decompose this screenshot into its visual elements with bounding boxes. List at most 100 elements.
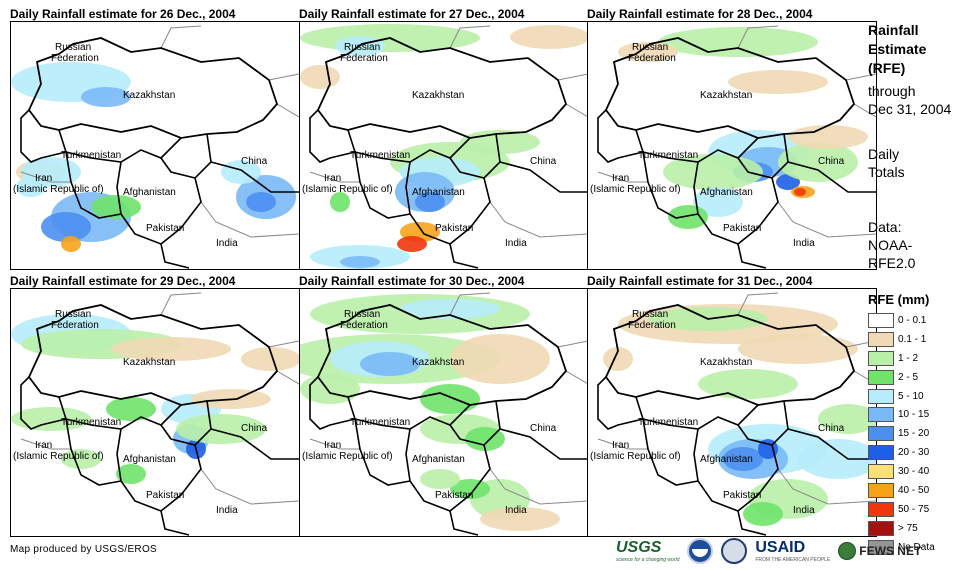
- label-iran: Iran: [612, 173, 630, 184]
- country-border: [405, 133, 501, 245]
- country-border: [845, 73, 876, 81]
- rainfall-area: [11, 407, 91, 431]
- legend-swatch: [868, 539, 894, 555]
- rainfall-area: [330, 192, 350, 212]
- map-panel: Daily Rainfall estimate for 29 Dec., 200…: [10, 274, 300, 539]
- rainfall-area: [91, 195, 141, 219]
- country-border: [20, 109, 67, 163]
- country-border: [160, 243, 190, 269]
- rainfall-area: [106, 397, 156, 421]
- country-border: [20, 171, 71, 183]
- label-china: China: [818, 156, 845, 167]
- label-pakistan: Pakistan: [435, 223, 474, 234]
- rainfall-area: [798, 439, 876, 479]
- rainfall-map: Russian Federation Kazakhstan Turkmenistan C…: [587, 288, 877, 537]
- rainfall-area: [241, 347, 299, 371]
- usgs-logo: USGS science for a changing world: [616, 539, 679, 563]
- legend-label: 0 - 0.1: [898, 314, 927, 326]
- label-russia: Russian: [344, 309, 381, 320]
- legend-swatch: [868, 407, 894, 423]
- label-india: India: [505, 505, 527, 516]
- country-border: [777, 201, 876, 238]
- rainfall-area: [246, 192, 276, 212]
- label-china: China: [241, 423, 268, 434]
- country-border: [116, 133, 212, 245]
- country-border: [309, 171, 360, 183]
- country-border: [449, 25, 491, 49]
- rainfall-area: [340, 256, 380, 268]
- label-pakistan: Pakistan: [146, 490, 185, 501]
- country-border: [787, 428, 876, 460]
- rainfall-area: [415, 192, 445, 212]
- label-russia: Federation: [340, 53, 388, 64]
- label-india: India: [505, 238, 527, 249]
- country-border: [210, 161, 299, 193]
- rainfall-area: [116, 464, 146, 484]
- country-border: [65, 418, 122, 486]
- rainfall-area: [778, 142, 858, 182]
- country-border: [354, 151, 411, 219]
- label-afghanistan: Afghanistan: [700, 187, 753, 198]
- country-border: [276, 370, 299, 385]
- legend-through: through: [868, 83, 916, 99]
- country-border: [309, 109, 356, 163]
- legend-swatch: [868, 464, 894, 480]
- country-border: [737, 510, 767, 536]
- legend-label: 15 - 20: [898, 428, 930, 440]
- label-afghanistan: Afghanistan: [700, 454, 753, 465]
- label-iran: Iran: [324, 440, 342, 451]
- rainfall-area: [663, 154, 763, 190]
- rainfall-area: [176, 414, 266, 444]
- country-border: [489, 468, 588, 505]
- label-china: China: [530, 156, 557, 167]
- rainfall-area: [300, 374, 360, 404]
- rainfall-area: [360, 352, 420, 376]
- label-kazakhstan: Kazakhstan: [412, 90, 465, 101]
- label-iran: (Islamic Republic of): [13, 451, 104, 462]
- country-border: [737, 424, 773, 446]
- legend-daily: Daily: [868, 146, 900, 162]
- country-border: [693, 400, 789, 512]
- legend-label: 10 - 15: [898, 409, 930, 421]
- legend-swatch: [868, 388, 894, 404]
- legend-label: 30 - 40: [898, 466, 930, 478]
- rainfall-map: Russian Federation Kazakhstan Turkmenistan C…: [299, 288, 589, 537]
- legend-label: 0.1 - 1: [898, 333, 927, 345]
- region-outline: [27, 37, 279, 139]
- label-afghanistan: Afghanistan: [123, 454, 176, 465]
- country-border: [737, 25, 779, 49]
- legend-item: 30 - 40: [868, 462, 935, 481]
- label-afghanistan: Afghanistan: [412, 454, 465, 465]
- label-turkmenistan: Turkmenistan: [61, 150, 122, 161]
- usgs-tagline: science for a changing world: [616, 557, 680, 563]
- label-turkmenistan: Turkmenistan: [350, 417, 411, 428]
- rainfall-area: [794, 188, 806, 196]
- country-border: [853, 103, 876, 118]
- rainfall-area: [618, 42, 678, 62]
- label-china: China: [818, 423, 845, 434]
- country-border: [777, 468, 876, 505]
- noaa-logo-icon: [687, 538, 714, 564]
- label-russia: Federation: [628, 320, 676, 331]
- legend-item: No Data: [868, 538, 935, 557]
- country-border: [160, 25, 202, 49]
- map-panel: Daily Rainfall estimate for 30 Dec., 200…: [299, 274, 589, 539]
- panel-title: Daily Rainfall estimate for 30 Dec., 200…: [299, 274, 525, 288]
- legend-swatch: [868, 501, 894, 517]
- legend-label: No Data: [898, 541, 935, 553]
- country-border: [642, 418, 699, 486]
- country-border: [210, 428, 299, 460]
- country-border: [309, 376, 356, 430]
- legend-label: > 75: [898, 522, 918, 534]
- label-turkmenistan: Turkmenistan: [638, 150, 699, 161]
- rainfall-map: Russian Federation Kazakhstan Turkmenistan C…: [587, 21, 877, 270]
- legend-title: RFE (mm): [868, 292, 930, 307]
- country-border: [160, 157, 196, 179]
- rainfall-area: [420, 384, 480, 414]
- label-iran: (Islamic Republic of): [302, 184, 393, 195]
- panel-title: Daily Rainfall estimate for 31 Dec., 200…: [587, 274, 813, 288]
- label-russia: Federation: [340, 320, 388, 331]
- label-iran: Iran: [324, 173, 342, 184]
- rainfall-area: [743, 502, 783, 526]
- legend-item: 50 - 75: [868, 500, 935, 519]
